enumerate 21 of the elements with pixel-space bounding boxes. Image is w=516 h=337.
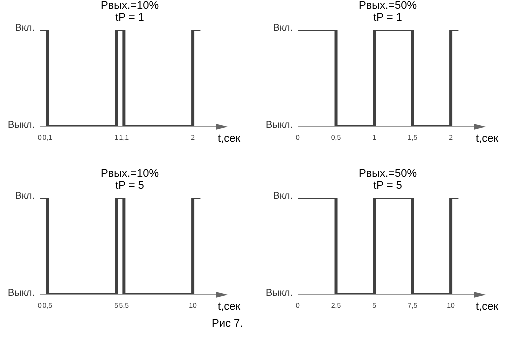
x-axis-title: t,сек (218, 301, 241, 313)
chart-subtitle: tP = 1 (114, 12, 146, 24)
x-axis-title: t,сек (476, 301, 499, 313)
text: Вкл. (15, 23, 35, 34)
text: Рис 7. (212, 318, 244, 330)
chart-subtitle: tP = 5 (372, 180, 404, 192)
text: Выкл. (8, 288, 35, 299)
x-axis-title: t,сек (476, 133, 499, 145)
text: Выкл. (266, 120, 293, 131)
chart-subtitle: tP = 1 (372, 12, 404, 24)
chart-title: Рвых.=50% (358, 168, 418, 180)
text: Вкл. (15, 191, 35, 202)
text: Вкл. (273, 23, 293, 34)
text: Вкл. (273, 191, 293, 202)
x-axis-title: t,сек (218, 133, 241, 145)
text: Выкл. (266, 288, 293, 299)
text: Выкл. (8, 120, 35, 131)
chart-title: Рвых.=50% (358, 0, 418, 12)
chart-title: Рвых.=10% (100, 168, 160, 180)
chart-subtitle: tP = 5 (114, 180, 146, 192)
chart-title: Рвых.=10% (100, 0, 160, 12)
